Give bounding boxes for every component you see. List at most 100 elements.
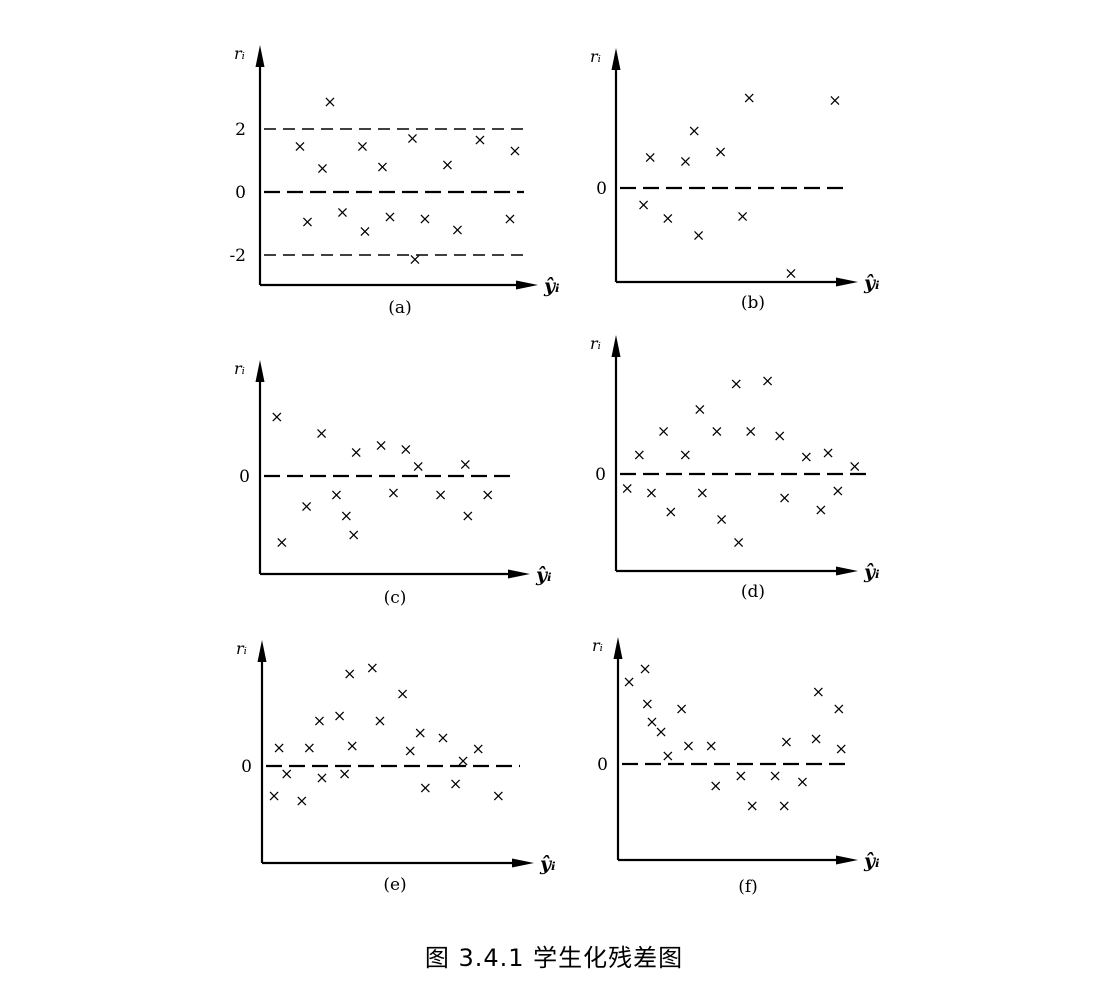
y-axis-label: rᵢ [590, 334, 601, 353]
data-point-marker: × [657, 421, 670, 440]
y-axis-label: rᵢ [236, 639, 247, 658]
data-point-marker: × [295, 791, 308, 810]
x-axis-label: ŷᵢ [863, 561, 880, 583]
data-point-marker: × [387, 483, 400, 502]
data-point-marker: × [345, 736, 358, 755]
x-axis-label: ŷᵢ [863, 272, 880, 294]
data-point-marker: × [350, 442, 363, 461]
data-point-marker: × [821, 443, 834, 462]
data-point-marker: × [315, 423, 328, 442]
data-point-marker: × [293, 136, 306, 155]
data-point-marker: × [622, 672, 635, 691]
data-point-marker: × [645, 483, 658, 502]
data-point-marker: × [374, 436, 387, 455]
data-point-marker: × [330, 485, 343, 504]
y-axis-label: rᵢ [590, 47, 601, 66]
data-point-marker: × [459, 455, 472, 474]
x-axis-arrow [516, 280, 538, 290]
data-point-marker: × [315, 768, 328, 787]
data-point-marker: × [732, 532, 745, 551]
data-point-marker: × [414, 723, 427, 742]
data-point-marker: × [323, 92, 336, 111]
data-point-marker: × [313, 711, 326, 730]
data-point-marker: × [693, 399, 706, 418]
data-point-marker: × [796, 772, 809, 791]
data-point-marker: × [336, 202, 349, 221]
x-axis-arrow [836, 566, 858, 576]
y-axis-label: rᵢ [234, 44, 245, 63]
x-axis-arrow [836, 277, 858, 287]
y-axis-arrow [613, 637, 623, 659]
data-point-marker: × [742, 88, 755, 107]
data-point-marker: × [773, 426, 786, 445]
panel-label: (d) [741, 582, 765, 602]
data-point-marker: × [272, 738, 285, 757]
data-point-marker: × [848, 456, 861, 475]
y-axis-arrow [611, 48, 621, 70]
data-point-marker: × [356, 136, 369, 155]
data-point-marker: × [408, 250, 421, 269]
data-point-marker: × [746, 796, 759, 815]
y-axis-arrow [257, 640, 267, 662]
data-point-marker: × [481, 485, 494, 504]
panel-label: (a) [388, 298, 411, 318]
data-point-marker: × [664, 502, 677, 521]
data-point-marker: × [679, 151, 692, 170]
y-tick-label: 2 [235, 120, 246, 140]
data-point-marker: × [661, 208, 674, 227]
y-tick-label: 0 [595, 465, 606, 485]
data-point-marker: × [303, 738, 316, 757]
data-point-marker: × [709, 776, 722, 795]
data-point-marker: × [492, 786, 505, 805]
data-point-marker: × [383, 207, 396, 226]
data-point-marker: × [621, 478, 634, 497]
data-point-marker: × [316, 158, 329, 177]
data-point-marker: × [734, 766, 747, 785]
data-point-marker: × [784, 264, 797, 283]
data-point-marker: × [710, 421, 723, 440]
data-point-marker: × [376, 157, 389, 176]
x-axis-label: ŷᵢ [543, 275, 560, 297]
y-tick-label: 0 [596, 179, 607, 199]
data-point-marker: × [679, 445, 692, 464]
data-point-marker: × [461, 506, 474, 525]
y-tick-label: 0 [239, 467, 250, 487]
data-point-marker: × [419, 778, 432, 797]
data-point-marker: × [687, 121, 700, 140]
data-point-marker: × [373, 711, 386, 730]
data-point-marker: × [696, 483, 709, 502]
data-point-marker: × [418, 209, 431, 228]
x-axis-arrow [836, 855, 858, 865]
data-point-marker: × [800, 447, 813, 466]
data-point-marker: × [832, 699, 845, 718]
data-point-marker: × [441, 155, 454, 174]
data-point-marker: × [456, 751, 469, 770]
data-point-marker: × [682, 736, 695, 755]
panel-label: (b) [741, 293, 765, 313]
data-point-marker: × [396, 684, 409, 703]
y-tick-label: 0 [235, 183, 246, 203]
x-axis-label: ŷᵢ [863, 850, 880, 872]
data-point-marker: × [654, 722, 667, 741]
data-point-marker: × [399, 439, 412, 458]
data-point-marker: × [661, 746, 674, 765]
panel-1: rᵢ ŷᵢ 2 0 -2 × × × × × × × × × × × × × × × × × (a) [229, 44, 560, 318]
data-point-marker: × [638, 659, 651, 678]
y-axis-arrow [255, 45, 265, 67]
data-point-marker: × [714, 142, 727, 161]
y-tick-label: -2 [229, 246, 246, 266]
data-point-marker: × [814, 500, 827, 519]
data-point-marker: × [473, 130, 486, 149]
x-axis-arrow [512, 858, 534, 868]
data-point-marker: × [300, 496, 313, 515]
data-point-marker: × [366, 658, 379, 677]
data-point-marker: × [768, 766, 781, 785]
data-point-marker: × [643, 148, 656, 167]
data-point-marker: × [449, 774, 462, 793]
data-point-marker: × [809, 729, 822, 748]
data-point-marker: × [338, 764, 351, 783]
panel-label: (e) [383, 875, 406, 895]
